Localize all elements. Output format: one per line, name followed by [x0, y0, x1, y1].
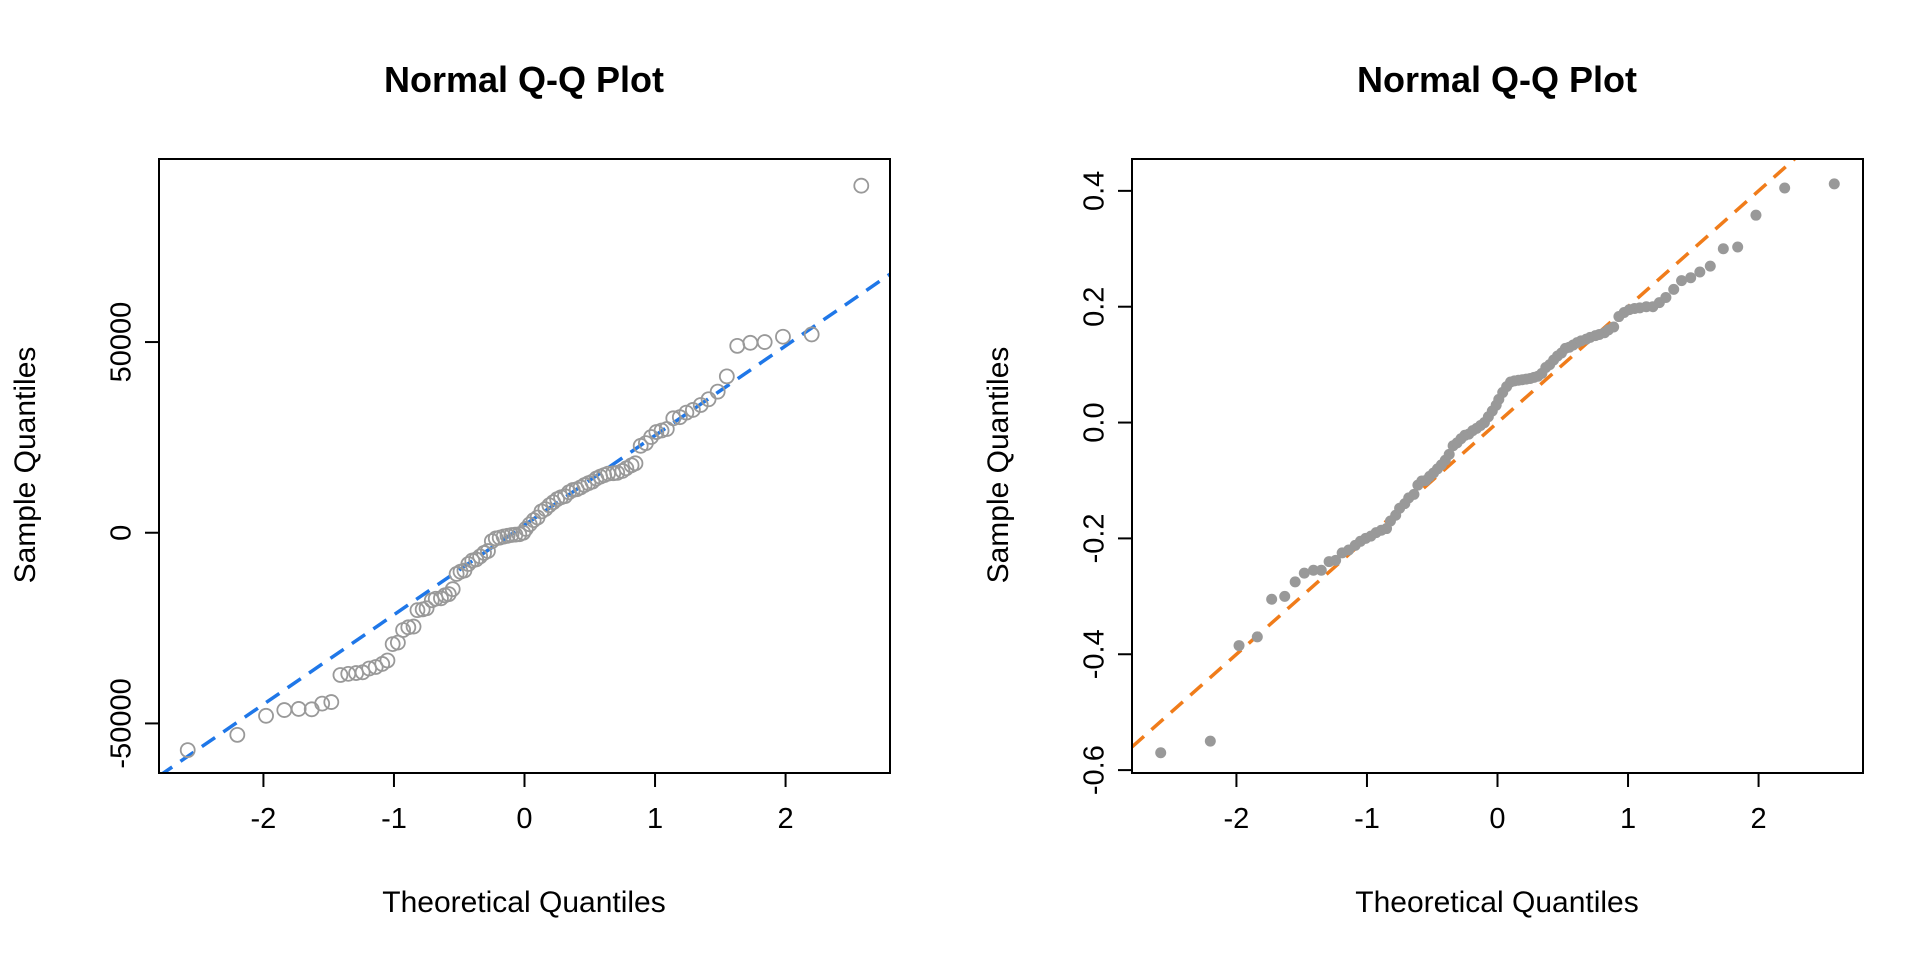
- data-point: [627, 455, 644, 472]
- data-point: [584, 473, 601, 490]
- data-point: [709, 383, 726, 400]
- data-point: [229, 726, 246, 743]
- points-layer: [1155, 178, 1840, 759]
- data-point: [1704, 260, 1716, 272]
- data-point: [323, 694, 340, 710]
- y-axis-label: Sample Quantiles: [9, 347, 42, 584]
- qq-plot-left: Normal Q-Q Plot Theoretical Quantiles Sa…: [9, 59, 891, 919]
- y-tick-label: 0.0: [1079, 402, 1111, 442]
- data-point: [742, 334, 759, 351]
- chart-title: Normal Q-Q Plot: [1357, 59, 1637, 100]
- data-point: [517, 521, 534, 537]
- data-point: [1233, 640, 1245, 652]
- y-tick-label: -0.2: [1079, 513, 1111, 563]
- y-tick-label: -0.4: [1079, 629, 1111, 679]
- x-axis-label: Theoretical Quantiles: [382, 886, 665, 919]
- data-point: [1251, 631, 1263, 643]
- data-point: [1608, 321, 1620, 333]
- data-point: [1750, 209, 1762, 221]
- data-point: [1732, 241, 1744, 253]
- data-point: [853, 177, 870, 194]
- data-point: [614, 463, 631, 479]
- x-tick-label: 1: [647, 803, 663, 835]
- x-tick-label: 1: [1620, 803, 1636, 835]
- data-point: [1289, 576, 1301, 588]
- data-point: [418, 600, 435, 617]
- y-tick-label: -50000: [106, 678, 138, 768]
- data-point: [332, 667, 349, 683]
- data-point: [179, 742, 196, 759]
- x-tick-label: 2: [778, 803, 794, 835]
- x-axis-label: Theoretical Quantiles: [1355, 886, 1638, 919]
- data-point: [1779, 182, 1791, 194]
- data-point: [480, 543, 496, 559]
- data-point: [1443, 448, 1455, 460]
- x-tick-label: -1: [381, 803, 407, 835]
- data-point: [1330, 554, 1342, 566]
- data-point: [525, 512, 542, 529]
- y-tick-label: 0.4: [1079, 171, 1111, 211]
- data-point: [1668, 283, 1680, 295]
- data-point: [444, 581, 461, 598]
- data-point: [303, 701, 320, 718]
- data-point: [729, 337, 746, 354]
- y-tick-label: 0.2: [1079, 287, 1111, 327]
- data-point: [665, 410, 682, 427]
- ticks-layer: -2 -1 0 1 2 -50000 0 50000: [106, 302, 794, 835]
- data-point: [1266, 593, 1278, 605]
- x-tick-label: 0: [1489, 803, 1505, 835]
- y-tick-label: 0: [106, 525, 138, 541]
- data-point: [1279, 590, 1291, 602]
- y-tick-label: 50000: [106, 302, 138, 383]
- data-point: [684, 402, 701, 418]
- plot-frame: [158, 158, 891, 774]
- data-point: [803, 326, 820, 343]
- y-tick-label: -0.6: [1079, 745, 1111, 795]
- chart-title: Normal Q-Q Plot: [384, 59, 664, 100]
- data-point: [1315, 564, 1327, 576]
- x-tick-label: -1: [1354, 803, 1380, 835]
- data-point: [1676, 275, 1688, 287]
- data-point: [433, 590, 449, 607]
- data-point: [258, 707, 274, 724]
- data-point: [1155, 747, 1167, 759]
- x-tick-label: -2: [251, 803, 277, 835]
- data-point: [756, 334, 773, 350]
- data-point: [405, 618, 422, 635]
- data-point: [409, 602, 426, 619]
- x-tick-label: 2: [1751, 803, 1767, 835]
- qq-plot-right: Normal Q-Q Plot Theoretical Quantiles Sa…: [982, 59, 1864, 919]
- data-point: [400, 619, 417, 636]
- plot-frame: [1131, 158, 1864, 774]
- data-point: [1298, 567, 1310, 579]
- data-point: [290, 701, 307, 717]
- x-tick-label: -2: [1224, 803, 1250, 835]
- data-point: [276, 702, 293, 718]
- data-point: [440, 586, 457, 603]
- data-point: [314, 695, 331, 712]
- data-point: [1408, 488, 1420, 500]
- data-point: [1660, 291, 1672, 303]
- data-point: [1828, 178, 1840, 190]
- data-point: [718, 368, 735, 385]
- data-point: [692, 397, 709, 413]
- ticks-layer: -2 -1 0 1 2 -0.6 -0.4 -0.2 0.0 0.2 0.4: [1079, 171, 1767, 835]
- data-point: [1685, 272, 1697, 284]
- points-layer: [179, 177, 870, 759]
- data-point: [379, 652, 396, 669]
- y-axis-label: Sample Quantiles: [982, 347, 1015, 584]
- data-point: [1307, 564, 1319, 576]
- data-point: [1204, 735, 1216, 747]
- data-point: [472, 548, 489, 565]
- data-point: [775, 328, 791, 345]
- data-point: [700, 391, 717, 408]
- x-tick-label: 0: [516, 803, 532, 835]
- data-point: [1717, 243, 1729, 255]
- data-point: [460, 556, 477, 572]
- data-point: [1694, 266, 1706, 278]
